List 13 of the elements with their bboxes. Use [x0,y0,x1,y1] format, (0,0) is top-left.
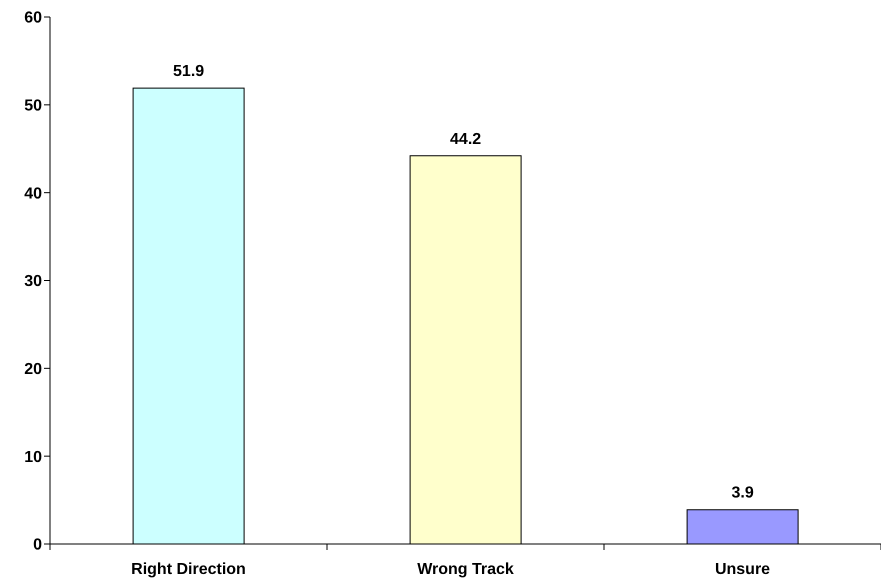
y-tick-label: 0 [33,536,42,554]
data-label: 3.9 [731,484,754,502]
x-tick-label: Unsure [714,561,770,578]
data-label: 51.9 [173,63,204,80]
y-tick-label: 10 [24,448,42,466]
data-label: 44.2 [450,130,482,148]
y-tick-label: 20 [24,361,42,378]
x-tick-label: Wrong Track [417,561,514,578]
y-tick-label: 40 [24,185,42,202]
x-tick-label: Right Direction [131,561,246,578]
y-tick-label: 60 [24,10,42,27]
y-tick-label: 30 [24,273,42,290]
y-tick-label: 50 [24,98,42,115]
